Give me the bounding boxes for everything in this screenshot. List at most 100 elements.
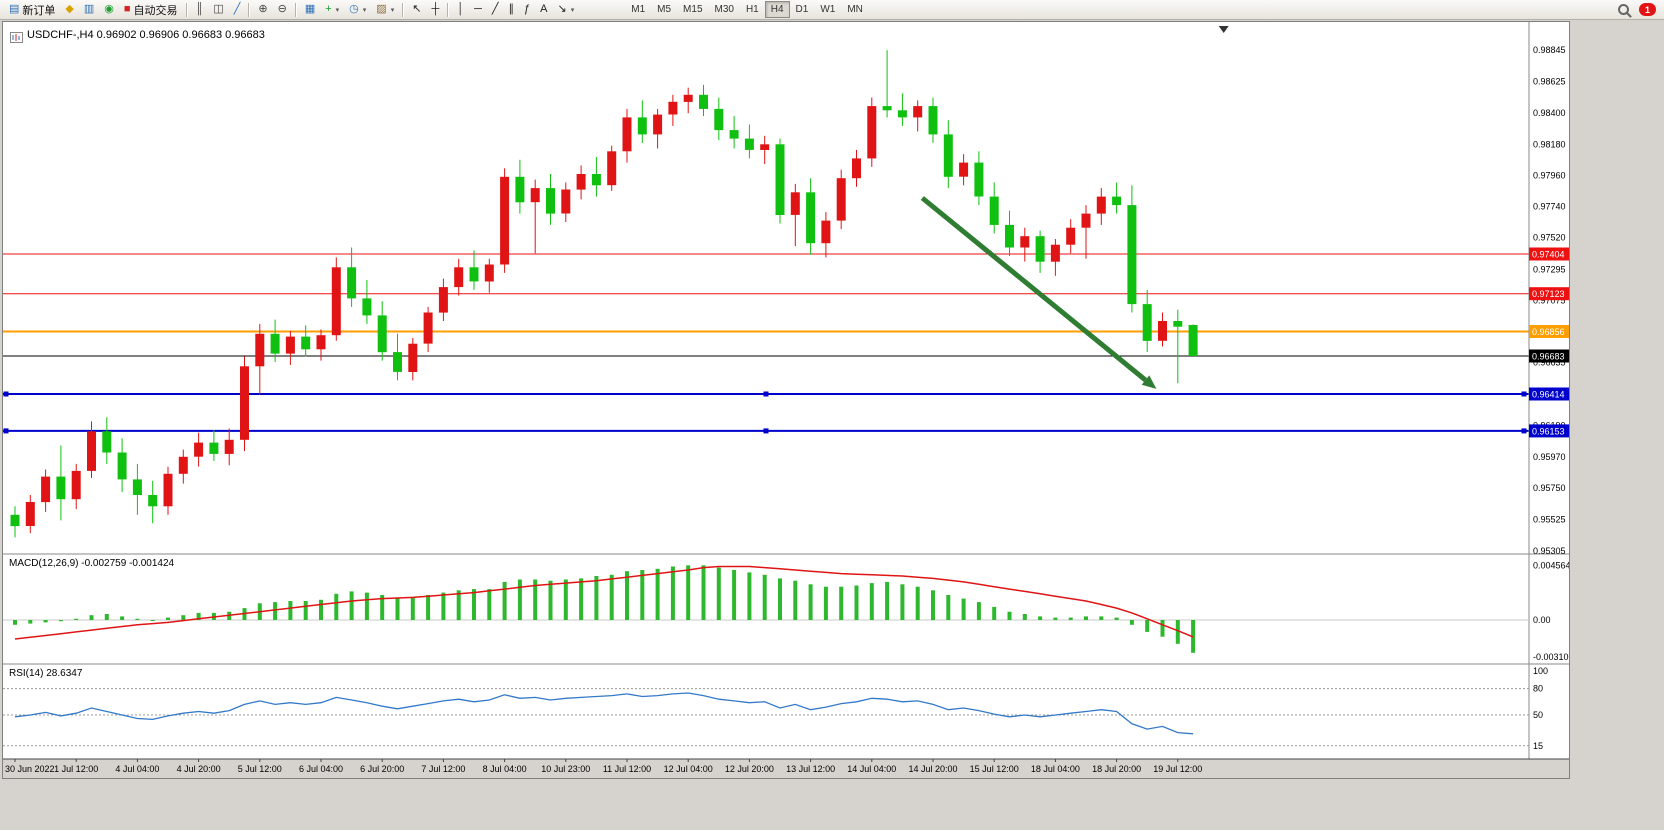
candle: [637, 117, 647, 135]
time-axis-label: 8 Jul 04:00: [483, 764, 527, 774]
candle: [928, 106, 938, 135]
price-scale-label: 0.98625: [1533, 76, 1566, 86]
indicators-icon: +: [325, 3, 332, 15]
candle: [1142, 304, 1152, 341]
price-scale-label: 0.95750: [1533, 483, 1566, 493]
templates-icon[interactable]: ▨ ▾: [371, 0, 399, 20]
timeframe-h1[interactable]: H1: [745, 4, 759, 15]
metaeditor-icon[interactable]: ◆: [60, 0, 78, 20]
autotrading-button[interactable]: ■ 自动交易: [119, 0, 183, 20]
candle: [913, 106, 923, 118]
trendline-icon[interactable]: ╱: [487, 0, 504, 20]
candle: [1158, 321, 1167, 341]
zoom-in-icon: ⊕: [258, 3, 268, 15]
vertical-line-icon: │: [457, 3, 465, 15]
crosshair-icon[interactable]: ┼: [426, 0, 444, 20]
search-icon[interactable]: [1618, 4, 1629, 15]
rsi-line: [14, 692, 1194, 735]
text-icon[interactable]: A: [535, 0, 552, 20]
timeframe-m15[interactable]: M15: [683, 4, 703, 15]
candle: [882, 106, 892, 111]
macd-histogram: [13, 565, 1196, 653]
rsi-scale-label: 15: [1533, 741, 1543, 751]
cursor-icon: ↖: [412, 3, 422, 15]
svg-text:0.97123: 0.97123: [1532, 289, 1565, 299]
time-axis-label: 19 Jul 12:00: [1153, 764, 1202, 774]
toolbar-separator: [402, 2, 405, 17]
zoom-out-icon: ⊖: [277, 3, 287, 15]
notification-badge[interactable]: 1: [1639, 3, 1656, 16]
candle: [71, 470, 81, 500]
timeframe-h4[interactable]: H4: [764, 1, 790, 18]
charts-icon[interactable]: ▥: [79, 0, 99, 20]
candle: [87, 431, 96, 471]
channel-icon[interactable]: ∥: [504, 0, 520, 20]
indicators-icon[interactable]: + ▾: [320, 0, 344, 20]
toolbar-separator: [447, 2, 450, 17]
candle: [347, 267, 357, 299]
chart-title: USDCHF-,H4 0.96902 0.96906 0.96683 0.966…: [27, 29, 265, 41]
hline-0.96153[interactable]: [3, 428, 1529, 434]
new-order-button[interactable]: ▤ 新订单: [4, 0, 60, 20]
chart-icon: [10, 30, 23, 48]
timeframe-m1[interactable]: M1: [631, 4, 646, 15]
zoom-out-icon[interactable]: ⊖: [273, 0, 292, 20]
candle: [760, 144, 770, 150]
candle: [117, 452, 127, 480]
timeframe-mn[interactable]: MN: [847, 4, 863, 15]
candle: [836, 178, 846, 221]
candle: [1112, 196, 1122, 206]
time-axis-label: 10 Jul 23:00: [541, 764, 590, 774]
autotrading-icon: ■: [123, 3, 131, 15]
candle: [255, 333, 265, 367]
arrows-icon[interactable]: ↘ ▾: [553, 0, 580, 20]
candlestick-chart-icon[interactable]: ◫: [208, 0, 228, 20]
macd-scale-label: 0.00: [1533, 615, 1551, 625]
candle: [1035, 236, 1045, 262]
candle: [1066, 227, 1076, 245]
macd-label: MACD(12,26,9) -0.002759 -0.001424: [9, 558, 175, 569]
price-badge-0.97123: 0.97123: [1529, 287, 1569, 301]
new-order-button-label: 新订单: [22, 4, 56, 17]
price-badge-0.96153: 0.96153: [1529, 424, 1569, 438]
timeframe-d1[interactable]: D1: [795, 4, 809, 15]
refresh-icon: ◉: [104, 3, 114, 15]
price-scale-label: 0.97075: [1533, 296, 1566, 306]
rsi-scale-label: 100: [1533, 666, 1548, 676]
toolbar-separator: [248, 2, 251, 17]
toolbar-separator: [185, 2, 188, 17]
tile-windows-icon: ▦: [304, 3, 316, 15]
timeframe-m5[interactable]: M5: [657, 4, 672, 15]
candle: [408, 343, 418, 372]
candle: [423, 312, 433, 344]
chart-canvas[interactable]: 0.98845 0.98625 0.98400 0.98180 0.97960 0.977…: [3, 22, 1574, 778]
candle: [821, 220, 831, 244]
templates-icon-caret: ▾: [390, 6, 395, 14]
bar-chart-icon[interactable]: ║: [191, 0, 209, 20]
timeframe-w1[interactable]: W1: [820, 4, 836, 15]
trend-arrow[interactable]: [920, 196, 1157, 389]
cursor-icon[interactable]: ↖: [407, 0, 426, 20]
hline-0.96414[interactable]: [3, 391, 1529, 397]
refresh-icon[interactable]: ◉: [99, 0, 119, 20]
timeframe-m30[interactable]: M30: [714, 4, 734, 15]
periods-icon: ◷: [349, 3, 359, 15]
line-chart-icon[interactable]: ╱: [229, 0, 246, 20]
rsi-label: RSI(14) 28.6347: [9, 668, 83, 679]
time-axis-label: 7 Jul 12:00: [421, 764, 465, 774]
candle: [377, 315, 387, 353]
candle: [1050, 244, 1060, 262]
periods-icon[interactable]: ◷ ▾: [344, 0, 371, 20]
vertical-line-icon[interactable]: │: [452, 0, 469, 20]
tile-windows-icon[interactable]: ▦: [300, 0, 320, 20]
fibonacci-icon[interactable]: ƒ: [519, 0, 535, 20]
macd-scale-label: 0.004564: [1533, 561, 1569, 571]
candle: [10, 514, 20, 527]
candle: [943, 134, 953, 177]
price-badge-0.96856: 0.96856: [1529, 325, 1569, 338]
time-axis-label: 12 Jul 20:00: [725, 764, 774, 774]
horizontal-line-icon[interactable]: ─: [469, 0, 487, 20]
zoom-in-icon[interactable]: ⊕: [253, 0, 272, 20]
indicators-icon-caret: ▾: [335, 6, 340, 14]
time-axis-label: 4 Jul 20:00: [177, 764, 221, 774]
